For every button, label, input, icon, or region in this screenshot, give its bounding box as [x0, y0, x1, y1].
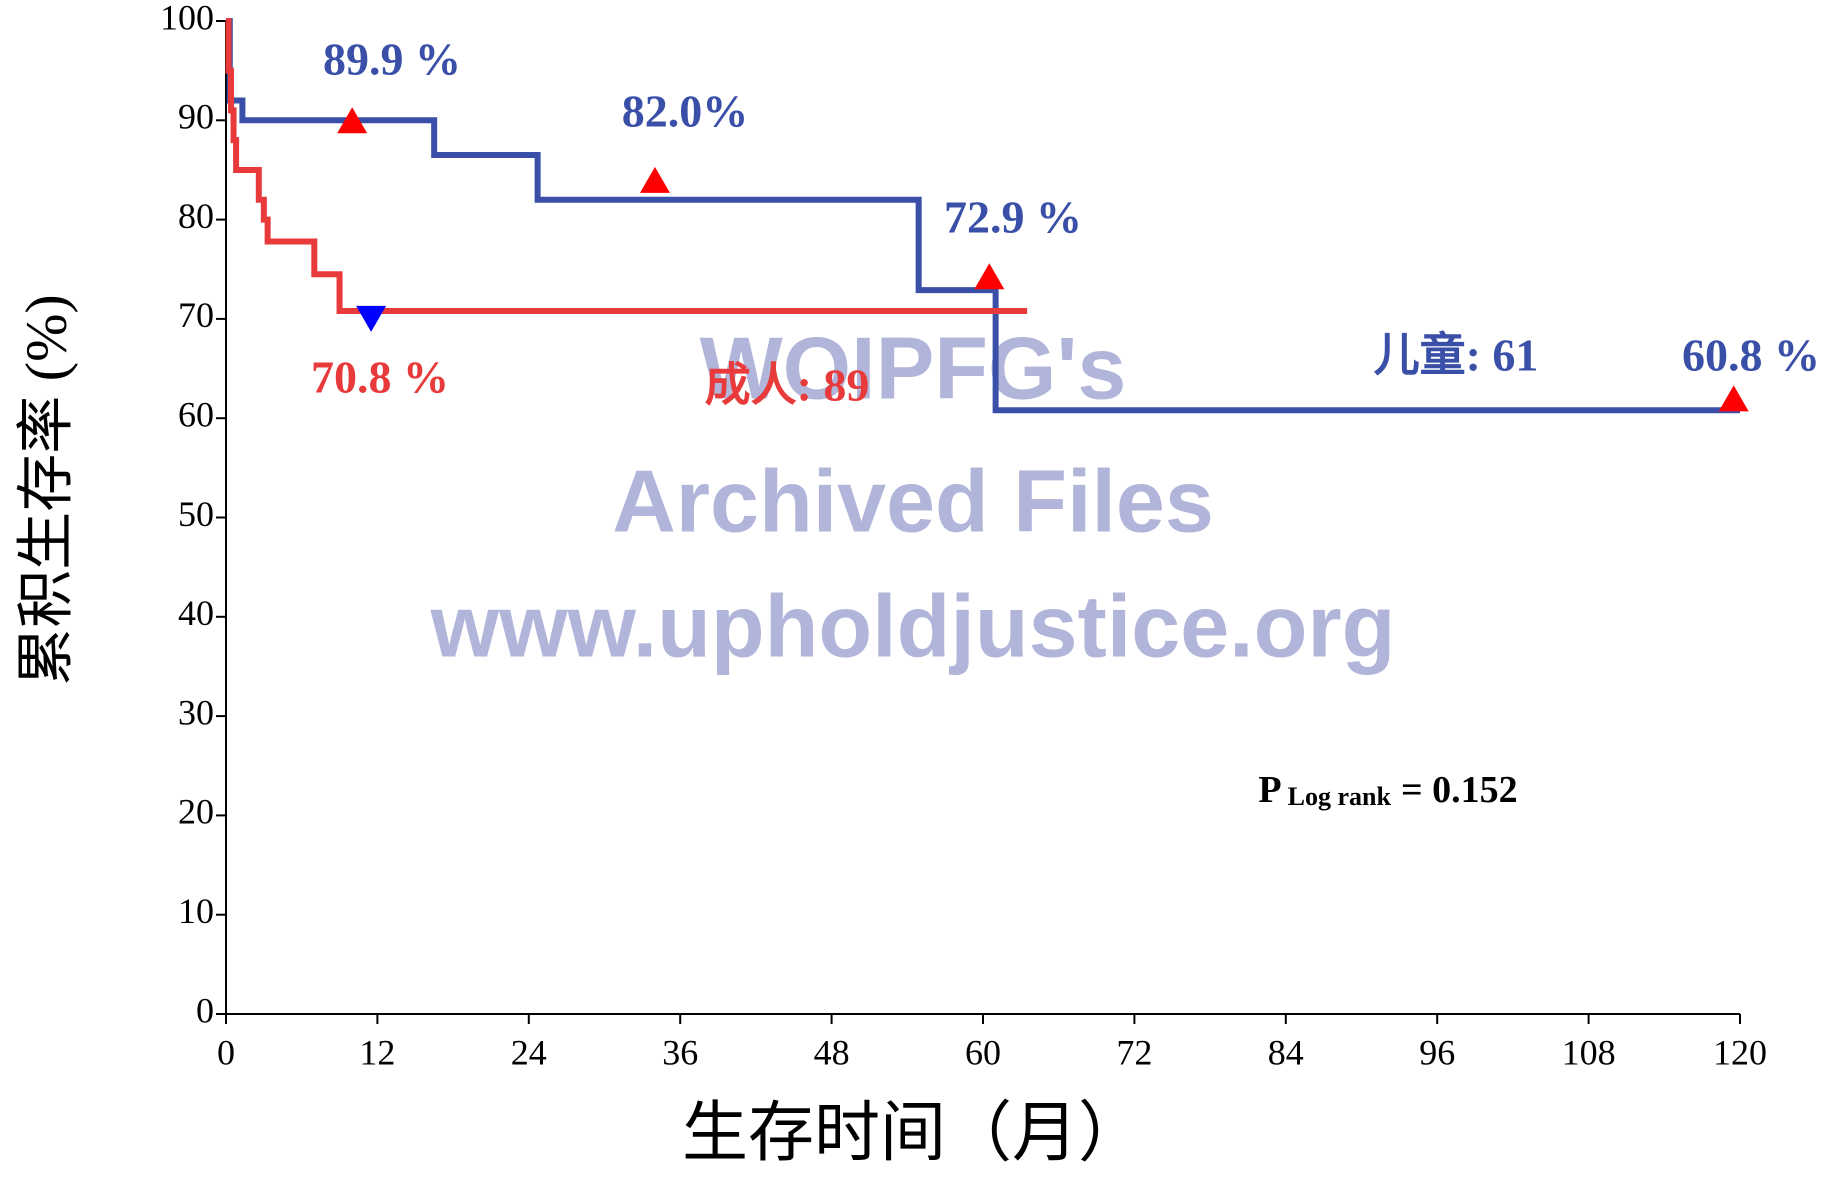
x-tick-label: 120 — [1713, 1032, 1767, 1072]
p-prefix: P — [1258, 769, 1281, 811]
x-tick-label: 108 — [1562, 1032, 1616, 1072]
watermark: WOIPFG's — [700, 318, 1127, 417]
censor-marker — [356, 305, 387, 332]
x-tick-label: 96 — [1419, 1032, 1455, 1072]
x-axis-title: 生存时间（月） — [682, 1097, 1144, 1170]
annotation: 70.8 % — [311, 352, 449, 403]
x-tick-label: 72 — [1116, 1032, 1152, 1072]
y-tick-label: 90 — [178, 97, 214, 137]
censor-marker — [639, 166, 670, 193]
annotation: 72.9 % — [944, 192, 1082, 243]
x-tick-label: 24 — [511, 1032, 547, 1072]
annotation: 82.0% — [622, 86, 749, 137]
y-tick-label: 0 — [196, 990, 214, 1030]
y-tick-label: 20 — [178, 792, 214, 832]
x-tick-label: 0 — [217, 1032, 235, 1072]
legend-label: 成人: 89 — [705, 360, 870, 411]
legend-label: 儿童: 61 — [1374, 330, 1539, 381]
p-subscript: Log rank — [1288, 782, 1392, 811]
watermark: www.upholdjustice.org — [430, 576, 1396, 675]
y-tick-label: 30 — [178, 692, 214, 732]
y-tick-label: 10 — [178, 891, 214, 931]
y-tick-label: 100 — [160, 0, 214, 37]
y-tick-label: 70 — [178, 295, 214, 335]
y-tick-label: 50 — [178, 494, 214, 534]
censor-marker — [337, 107, 368, 134]
watermark: Archived Files — [612, 451, 1214, 550]
p-value: P Log rank = 0.152 — [1258, 769, 1517, 811]
x-tick-label: 60 — [965, 1032, 1001, 1072]
x-tick-label: 12 — [359, 1032, 395, 1072]
annotation: 89.9 % — [323, 34, 461, 85]
p-text: = 0.152 — [1401, 769, 1518, 811]
y-tick-label: 40 — [178, 593, 214, 633]
censor-marker — [974, 263, 1005, 290]
x-tick-label: 84 — [1268, 1032, 1304, 1072]
y-tick-label: 80 — [178, 196, 214, 236]
x-tick-label: 48 — [814, 1032, 850, 1072]
y-tick-label: 60 — [178, 394, 214, 434]
x-tick-label: 36 — [662, 1032, 698, 1072]
censor-marker — [1718, 385, 1749, 412]
survival-curve — [225, 18, 1028, 314]
y-axis-title: 累积生存率 (%) — [13, 294, 78, 685]
annotation: 60.8 % — [1682, 330, 1820, 381]
